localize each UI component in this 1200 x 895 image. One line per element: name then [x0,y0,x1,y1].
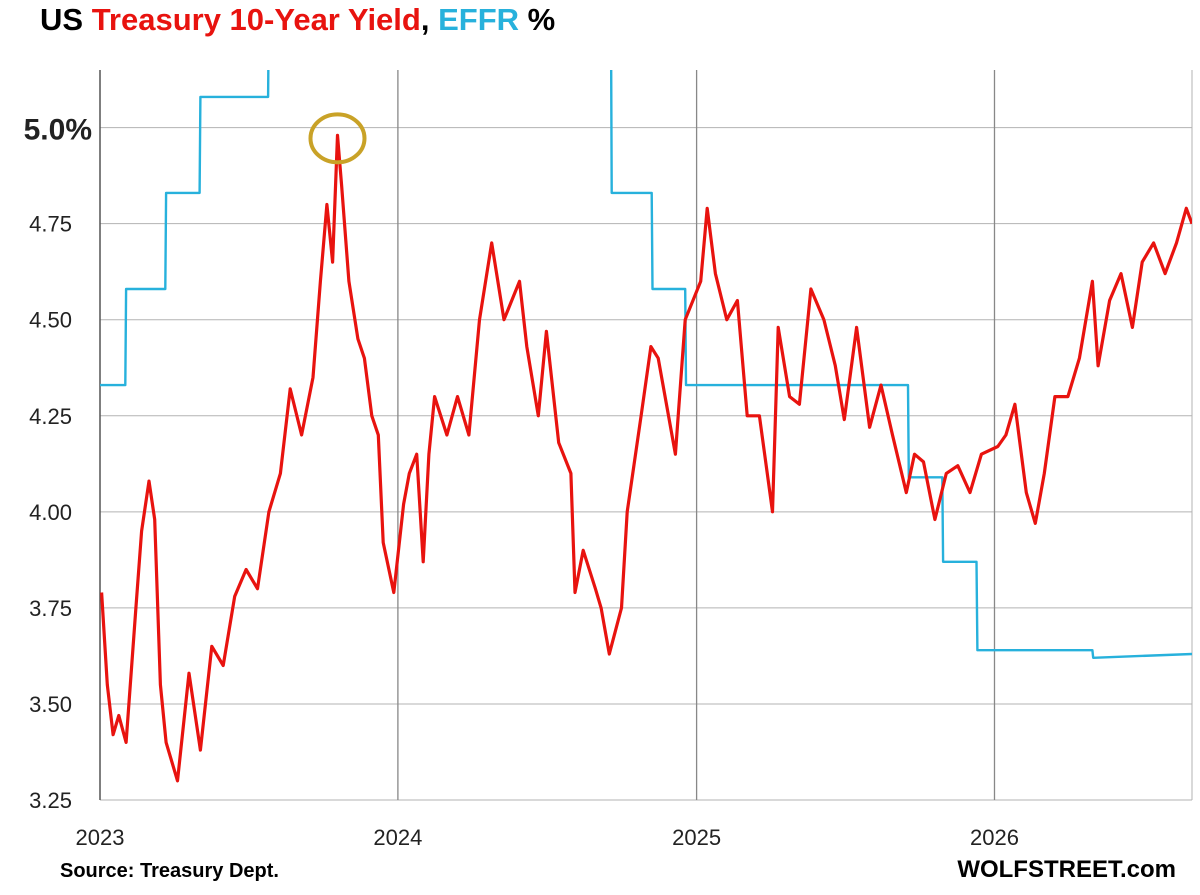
title-effr: EFFR [438,2,520,37]
x-tick-label: 2025 [672,825,721,850]
y-tick-label: 4.75 [29,212,72,237]
y-tick-label: 3.50 [29,692,72,717]
y-tick-label: 3.75 [29,596,72,621]
y-tick-label: 5.0% [24,114,92,147]
series-line-yield [100,133,1192,783]
series-group [100,70,1192,783]
title-treasury-yield: Treasury 10-Year Yield [91,2,421,37]
chart-title: US Treasury 10-Year Yield, EFFR % [40,2,555,38]
brand-label: WOLFSTREET.com [957,856,1176,883]
y-tick-label: 3.25 [29,788,72,813]
y-tick-label: 4.25 [29,404,72,429]
y-tick-label: 4.00 [29,500,72,525]
title-percent: % [519,2,556,37]
title-us: US [40,2,92,37]
x-tick-label: 2024 [373,825,422,850]
x-axis: 2023 2024 2025 2026 [76,825,1019,850]
annotation-group [308,112,367,165]
grid [99,70,1193,801]
source-note: Source: Treasury Dept. [60,860,279,882]
y-tick-label: 4.50 [29,308,72,333]
title-comma: , [420,2,439,37]
series-line-effr [100,70,1192,659]
x-tick-label: 2023 [76,825,125,850]
x-tick-label: 2026 [970,825,1019,850]
peak-highlight-circle [308,112,367,165]
y-axis: 5.0% 4.75 4.50 4.25 4.00 3.75 3.50 3.25 [24,114,92,813]
